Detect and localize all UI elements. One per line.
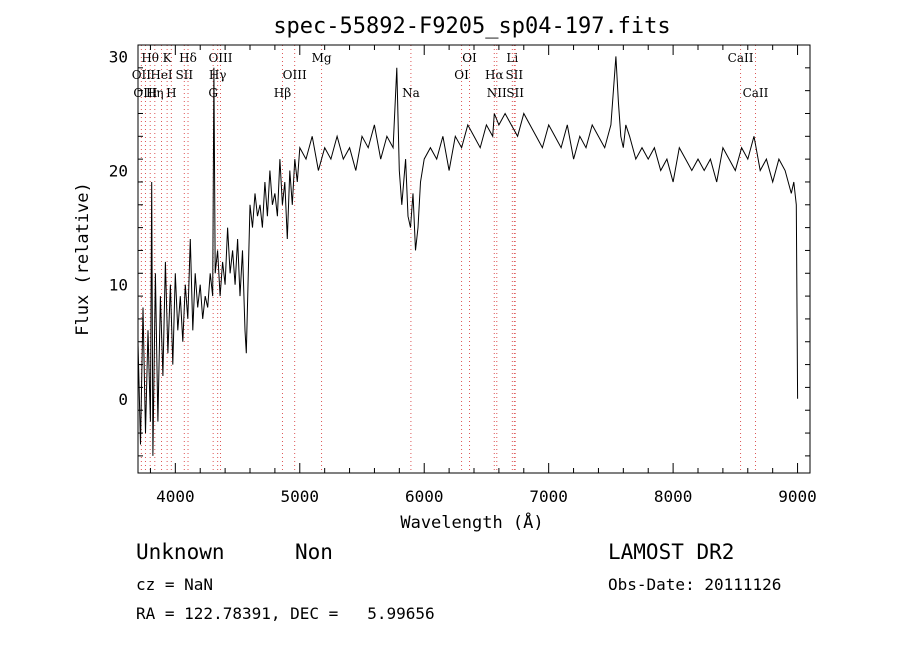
spectral-line-label: NII [487,86,507,100]
y-tick-label: 0 [118,390,128,409]
spectral-line-label: Li [506,51,518,65]
x-axis-label: Wavelength (Å) [400,511,543,533]
subclass-label: Non [295,540,333,564]
y-axis-label: Flux (relative) [73,182,93,336]
spectral-line-label: Hγ [209,68,227,82]
spectral-line-label: HeI [150,68,173,82]
x-tick-label: 6000 [405,487,444,506]
spectral-line-label: Hδ [179,51,197,65]
y-tick-label: 30 [109,47,128,66]
spectral-line-label: Hβ [274,86,291,100]
spectral-line-label: OI [462,51,477,65]
y-tick-label: 20 [109,162,128,181]
x-tick-label: 5000 [281,487,320,506]
spectral-line-label: H [166,86,176,100]
spectral-line-label: Hα [485,68,504,82]
spectral-line-label: OIII [283,68,307,82]
coordinates-text: RA = 122.78391, DEC = 5.99656 [136,604,435,623]
y-tick-label: 10 [109,276,128,295]
x-tick-label: 4000 [156,487,195,506]
spectral-line-label: CaII [728,51,754,65]
chart-title: spec-55892-F9205_sp04-197.fits [273,14,670,39]
spectral-line-label: OII [132,68,152,82]
spectral-line-label: OI [454,68,469,82]
redshift-text: cz = NaN [136,575,214,594]
spectral-line-label: Na [402,86,420,100]
x-tick-label: 9000 [778,487,817,506]
survey-label: LAMOST DR2 [608,540,735,564]
spectral-line-label: K [163,51,173,65]
x-tick-label: 7000 [529,487,568,506]
class-label: Unknown [136,540,225,564]
spectral-line-label: Mg [312,51,332,65]
spectral-line-label: Hθ [141,51,159,65]
spectral-line-label: Hη [146,86,164,100]
spectral-line-label: OIII [208,51,232,65]
spectral-line-label: OIII [133,86,157,100]
spectral-line-label: G [208,86,218,100]
spectrum-line [137,56,799,456]
spectral-line-label: SII [506,86,524,100]
obs-date-text: Obs-Date: 20111126 [608,575,782,594]
spectral-line-label: SII [505,68,523,82]
x-tick-label: 8000 [654,487,693,506]
spectral-line-label: CaII [743,86,769,100]
spectral-line-label: SII [175,68,193,82]
axis-ticks: 4000 5000 6000 7000 8000 9000 0 10 20 30 [109,45,817,506]
